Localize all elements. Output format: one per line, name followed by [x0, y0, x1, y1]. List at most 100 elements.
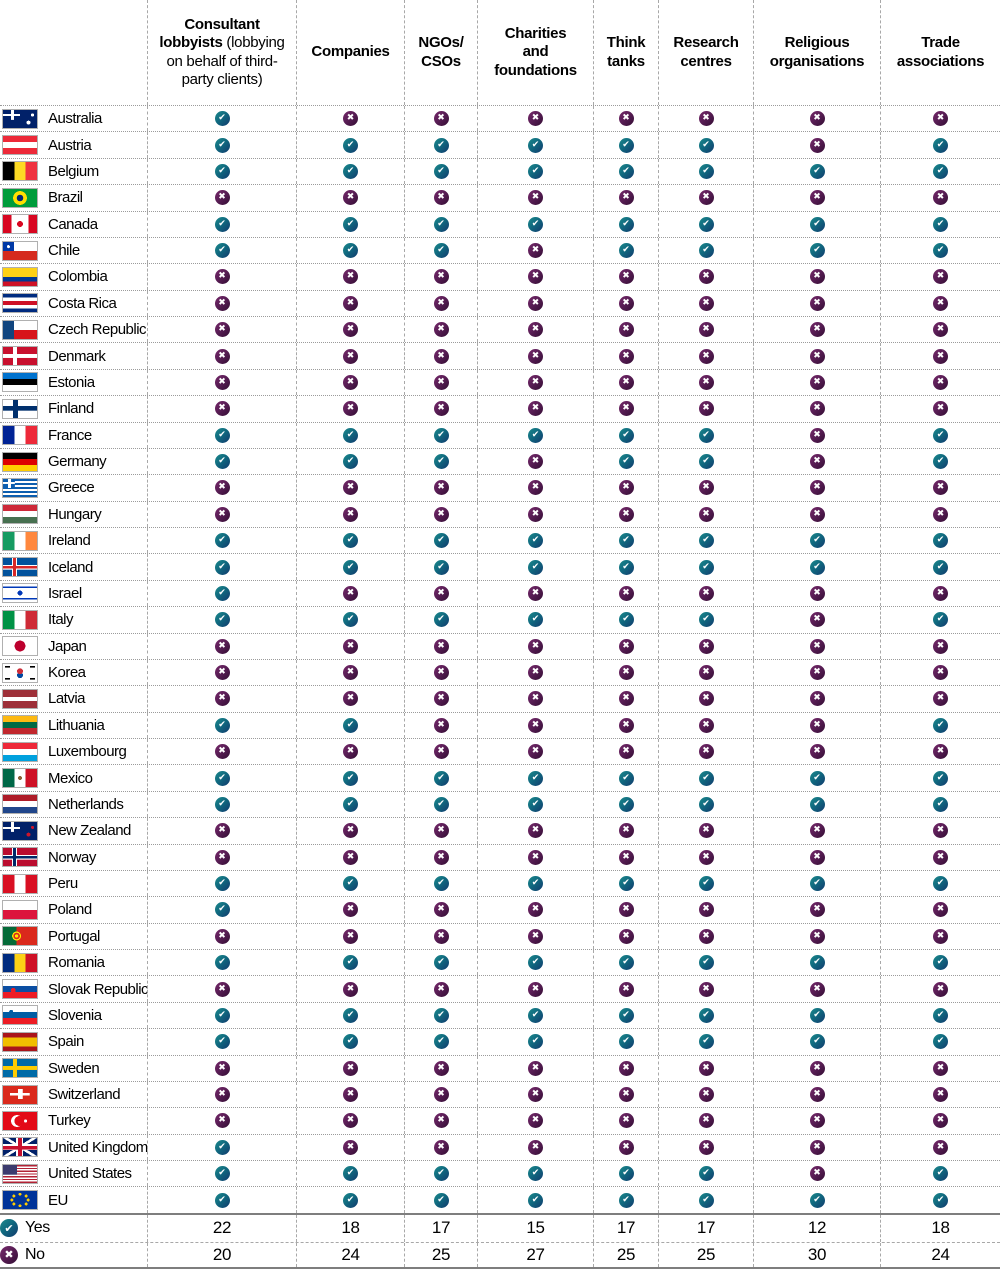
check-icon: ✔ — [214, 770, 230, 786]
country-cell: Canada — [0, 212, 147, 237]
column-header-companies: Companies — [296, 0, 404, 105]
value-cell-think-tanks: ✖ — [593, 580, 658, 607]
value-cell-think-tanks: ✖ — [593, 818, 658, 844]
cross-icon: ✖ — [933, 480, 948, 496]
value-cell-trade-associations: ✖ — [880, 369, 1000, 396]
value-cell-trade-associations: ✔ — [880, 448, 1000, 475]
country-label: France — [48, 426, 92, 444]
value-cell-research-centres: ✖ — [658, 580, 753, 607]
cross-icon: ✖ — [618, 269, 634, 285]
value-cell-research-centres: ✖ — [658, 343, 753, 369]
country-cell: Denmark — [0, 343, 147, 368]
flag-icon-sweden — [2, 1058, 38, 1079]
totals-count: 24 — [341, 1244, 360, 1264]
value-cell-ngos-csos: ✖ — [404, 290, 477, 316]
cross-icon: ✖ — [618, 665, 634, 681]
country-label: Portugal — [48, 927, 100, 945]
cross-icon: ✖ — [528, 243, 543, 259]
value-cell-ngos-csos: ✔ — [404, 1161, 477, 1187]
flag-icon-germany — [2, 451, 38, 472]
value-cell-religious-organisations: ✖ — [753, 422, 880, 448]
cross-icon: ✖ — [809, 269, 825, 285]
country-cell: Poland — [0, 897, 147, 922]
value-cell-ngos-csos: ✔ — [404, 554, 477, 580]
value-cell-think-tanks: ✖ — [593, 1134, 658, 1160]
totals-value-ngos-csos: 17 — [404, 1214, 477, 1242]
table-row-italy: Italy ✔ ✔ ✔ ✔ ✔ ✔ ✖ ✔ — [0, 606, 1000, 633]
value-cell-research-centres: ✔ — [658, 765, 753, 791]
cross-icon: ✖ — [528, 269, 543, 285]
cross-icon: ✖ — [809, 1060, 825, 1076]
totals-value-religious-organisations: 30 — [753, 1242, 880, 1267]
cross-icon: ✖ — [528, 506, 543, 522]
totals-count: 25 — [616, 1244, 636, 1264]
check-icon: ✔ — [214, 137, 230, 153]
totals-row-yes: ✔ Yes 22 18 17 15 17 17 12 18 — [0, 1212, 1000, 1242]
value-cell-trade-associations: ✖ — [880, 1108, 1000, 1134]
check-icon: ✔ — [433, 1192, 449, 1208]
value-cell-companies: ✔ — [296, 554, 404, 580]
check-icon: ✔ — [698, 770, 714, 786]
value-cell-ngos-csos: ✖ — [404, 818, 477, 844]
check-icon: ✔ — [933, 1007, 948, 1023]
value-cell-ngos-csos: ✖ — [404, 1108, 477, 1134]
value-cell-charities-foundations: ✖ — [477, 343, 593, 369]
cross-icon: ✖ — [214, 1113, 230, 1129]
value-cell-companies: ✖ — [296, 475, 404, 501]
country-cell: Sweden — [0, 1056, 147, 1081]
country-cell: Czech Republic — [0, 317, 147, 342]
flag-icon-greece — [2, 477, 38, 498]
value-cell-consultant-lobbyists: ✔ — [147, 237, 296, 264]
value-cell-ngos-csos: ✖ — [404, 686, 477, 712]
check-icon: ✔ — [343, 1192, 358, 1208]
check-icon: ✔ — [433, 770, 449, 786]
value-cell-ngos-csos: ✖ — [404, 1055, 477, 1081]
cross-icon: ✖ — [528, 849, 543, 865]
value-cell-ngos-csos: ✖ — [404, 659, 477, 686]
value-cell-religious-organisations: ✖ — [753, 923, 880, 949]
value-cell-trade-associations: ✔ — [880, 1187, 1000, 1213]
table-row-chile: Chile ✔ ✔ ✔ ✖ ✔ ✔ ✔ ✔ — [0, 236, 1000, 264]
value-cell-consultant-lobbyists: ✖ — [147, 686, 296, 712]
column-header-text: Consultant lobbyists (lobbying on behalf… — [159, 15, 285, 88]
country-label: Ireland — [48, 532, 91, 550]
cross-icon: ✖ — [698, 823, 714, 839]
country-label: Slovak Republic — [48, 980, 149, 998]
check-icon: ✔ — [698, 454, 714, 470]
cross-icon: ✖ — [214, 981, 230, 997]
check-icon: ✔ — [214, 717, 230, 733]
value-cell-religious-organisations: ✖ — [753, 106, 880, 132]
country-label: Spain — [48, 1033, 84, 1051]
cross-icon: ✖ — [343, 1139, 358, 1155]
value-cell-charities-foundations: ✔ — [477, 1187, 593, 1213]
check-icon: ✔ — [933, 1166, 948, 1182]
value-cell-religious-organisations: ✔ — [753, 870, 880, 897]
value-cell-consultant-lobbyists: ✖ — [147, 501, 296, 527]
check-icon: ✔ — [698, 955, 714, 971]
cross-icon: ✖ — [698, 506, 714, 522]
check-icon: ✔ — [698, 612, 714, 628]
value-cell-research-centres: ✖ — [658, 1108, 753, 1134]
country-cell: Greece — [0, 475, 147, 500]
cross-icon: ✖ — [933, 585, 948, 601]
cross-icon: ✖ — [933, 823, 948, 839]
column-header-text: Companies — [311, 43, 390, 61]
cross-icon: ✖ — [214, 1060, 230, 1076]
check-icon: ✔ — [528, 796, 543, 812]
column-header-text: Religious organisations — [769, 34, 865, 70]
value-cell-charities-foundations: ✖ — [477, 844, 593, 870]
country-cell: United States — [0, 1161, 147, 1186]
value-cell-ngos-csos: ✖ — [404, 580, 477, 607]
cross-icon: ✖ — [214, 849, 230, 865]
cross-icon: ✖ — [214, 744, 230, 760]
table-row-japan: Japan ✖ ✖ ✖ ✖ ✖ ✖ ✖ ✖ — [0, 632, 1000, 659]
cross-icon: ✖ — [528, 981, 543, 997]
cross-icon: ✖ — [618, 506, 634, 522]
value-cell-charities-foundations: ✖ — [477, 1081, 593, 1108]
cross-icon: ✖ — [433, 111, 449, 127]
totals-count: 20 — [212, 1244, 232, 1264]
column-header-text: NGOs/ CSOs — [418, 34, 464, 70]
cross-icon: ✖ — [433, 928, 449, 944]
cross-icon: ✖ — [433, 1087, 449, 1103]
country-cell: Latvia — [0, 686, 147, 711]
